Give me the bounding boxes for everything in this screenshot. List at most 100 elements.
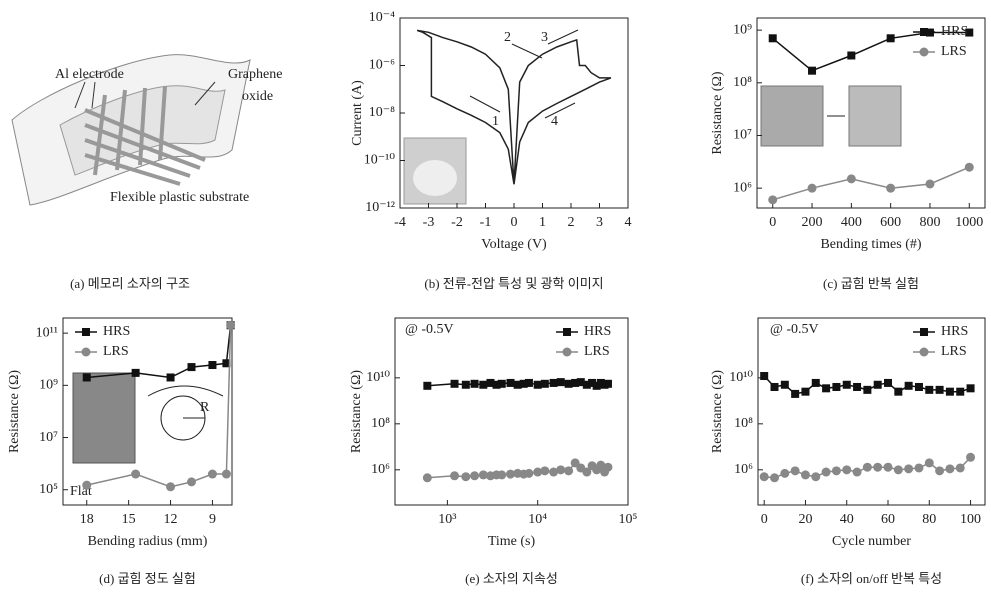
data-point [768, 195, 778, 205]
data-point [800, 470, 810, 480]
data-point [811, 472, 821, 482]
data-point [883, 462, 893, 472]
annotation: 4 [551, 114, 558, 129]
inset-photo [760, 85, 824, 147]
data-point [207, 469, 217, 479]
data-point [497, 379, 506, 388]
data-point [470, 471, 480, 481]
data-point [222, 359, 231, 368]
y-tick-label: 10⁷ [39, 430, 58, 445]
chart: 0 20 40 60 80 100 10⁶ 10⁸ 10¹⁰ Cycle number Resist… [710, 317, 986, 586]
data-point [513, 380, 522, 389]
data-point [904, 381, 913, 390]
x-tick-label: -1 [480, 215, 492, 230]
data-point [966, 452, 976, 462]
x-tick-label: 20 [798, 512, 812, 527]
y-tick-label: 10⁶ [733, 180, 752, 195]
annotation-arrow [511, 43, 543, 59]
data-point [540, 466, 550, 476]
data-point [893, 465, 903, 475]
chart: 10³ 10⁴ 10⁵ 10⁶ 10⁸ 10¹⁰ Time (s) Resistance (Ω… [349, 317, 638, 586]
x-tick-label: 2 [568, 215, 575, 230]
data-point [186, 477, 196, 487]
x-tick-label: 1000 [955, 215, 983, 230]
x-tick-label: 18 [80, 512, 94, 527]
annotation-arrow [547, 29, 579, 45]
data-point [82, 480, 92, 490]
x-tick-label: 9 [209, 512, 216, 527]
data-point [576, 378, 585, 387]
x-axis-label: Bending radius (mm) [88, 534, 208, 549]
plot-frame [757, 317, 986, 506]
x-tick-label: -2 [451, 215, 463, 230]
x-tick-label: 100 [960, 512, 981, 527]
legend-marker [920, 28, 928, 36]
data-point [226, 320, 236, 330]
data-point [533, 380, 542, 389]
data-point [935, 385, 944, 394]
x-tick-label: -4 [394, 215, 406, 230]
data-point [486, 378, 495, 387]
diagram-label: Al electrode [55, 67, 124, 82]
y-tick-label: 10⁻⁸ [369, 105, 395, 120]
caption: (d) 굽힘 정도 실험 [99, 571, 196, 586]
y-tick-label: 10⁻⁶ [369, 58, 395, 73]
annotation: 1 [492, 114, 499, 129]
x-tick-label: 800 [919, 215, 940, 230]
inset-photo [413, 160, 457, 196]
data-point [832, 382, 841, 391]
plot-frame [756, 17, 986, 209]
data-point [450, 379, 459, 388]
data-point [187, 363, 196, 372]
data-point [886, 34, 895, 43]
x-tick-label: 40 [840, 512, 854, 527]
chart: 18 15 12 9 10⁵ 10⁷ 10⁹ 10¹¹ Bending radius (mm) R… [7, 317, 236, 586]
y-tick-label: 10⁸ [371, 416, 390, 431]
data-point [811, 378, 820, 387]
data-point [760, 372, 769, 381]
series-line [416, 29, 612, 185]
data-point [904, 464, 914, 474]
data-point [956, 387, 965, 396]
diagram-label: oxide [242, 89, 273, 104]
y-axis-label: Resistance (Ω) [7, 370, 22, 453]
data-point [873, 462, 883, 472]
data-point [582, 467, 592, 477]
diagram-label: Graphene [228, 67, 282, 82]
legend-marker [919, 47, 929, 57]
data-point [479, 380, 488, 389]
data-point [966, 384, 975, 393]
data-point [524, 468, 534, 478]
data-point [853, 382, 862, 391]
plot-frame [62, 317, 233, 506]
chart: -4 -3 -2 -1 0 1 2 3 4 10⁻¹² 10⁻¹⁰ 10⁻⁸ 10⁻⁶ 10⁻⁴ Volta… [350, 10, 631, 291]
data-point [955, 463, 965, 473]
data-point [450, 471, 460, 481]
data-point [478, 470, 488, 480]
y-tick-label: 10⁹ [733, 22, 752, 37]
x-axis-label: Voltage (V) [481, 237, 547, 252]
data-point [603, 462, 613, 472]
legend-marker [919, 347, 929, 357]
annotation-arrow [469, 95, 501, 113]
x-tick-label: 400 [841, 215, 862, 230]
legend-label: HRS [584, 324, 611, 339]
annotation: @ -0.5V [770, 322, 819, 337]
x-tick-label: 10³ [438, 512, 456, 527]
data-point [423, 381, 432, 390]
x-tick-label: 10⁴ [528, 512, 547, 527]
data-point [768, 34, 777, 43]
y-tick-label: 10¹⁰ [729, 370, 753, 385]
series-line [772, 31, 970, 72]
x-axis-label: Time (s) [488, 534, 536, 549]
series-line [772, 166, 970, 201]
data-point [914, 382, 923, 391]
y-axis-label: Current (A) [350, 80, 365, 146]
chart: 0 200 400 600 800 1000 10⁶ 10⁷ 10⁸ 10⁹ Bending tim… [710, 17, 986, 291]
annotation: 2 [504, 30, 511, 45]
x-tick-label: 80 [922, 512, 936, 527]
data-point [82, 373, 91, 382]
legend-label: HRS [941, 24, 968, 39]
data-point [842, 465, 852, 475]
data-point [571, 378, 580, 387]
